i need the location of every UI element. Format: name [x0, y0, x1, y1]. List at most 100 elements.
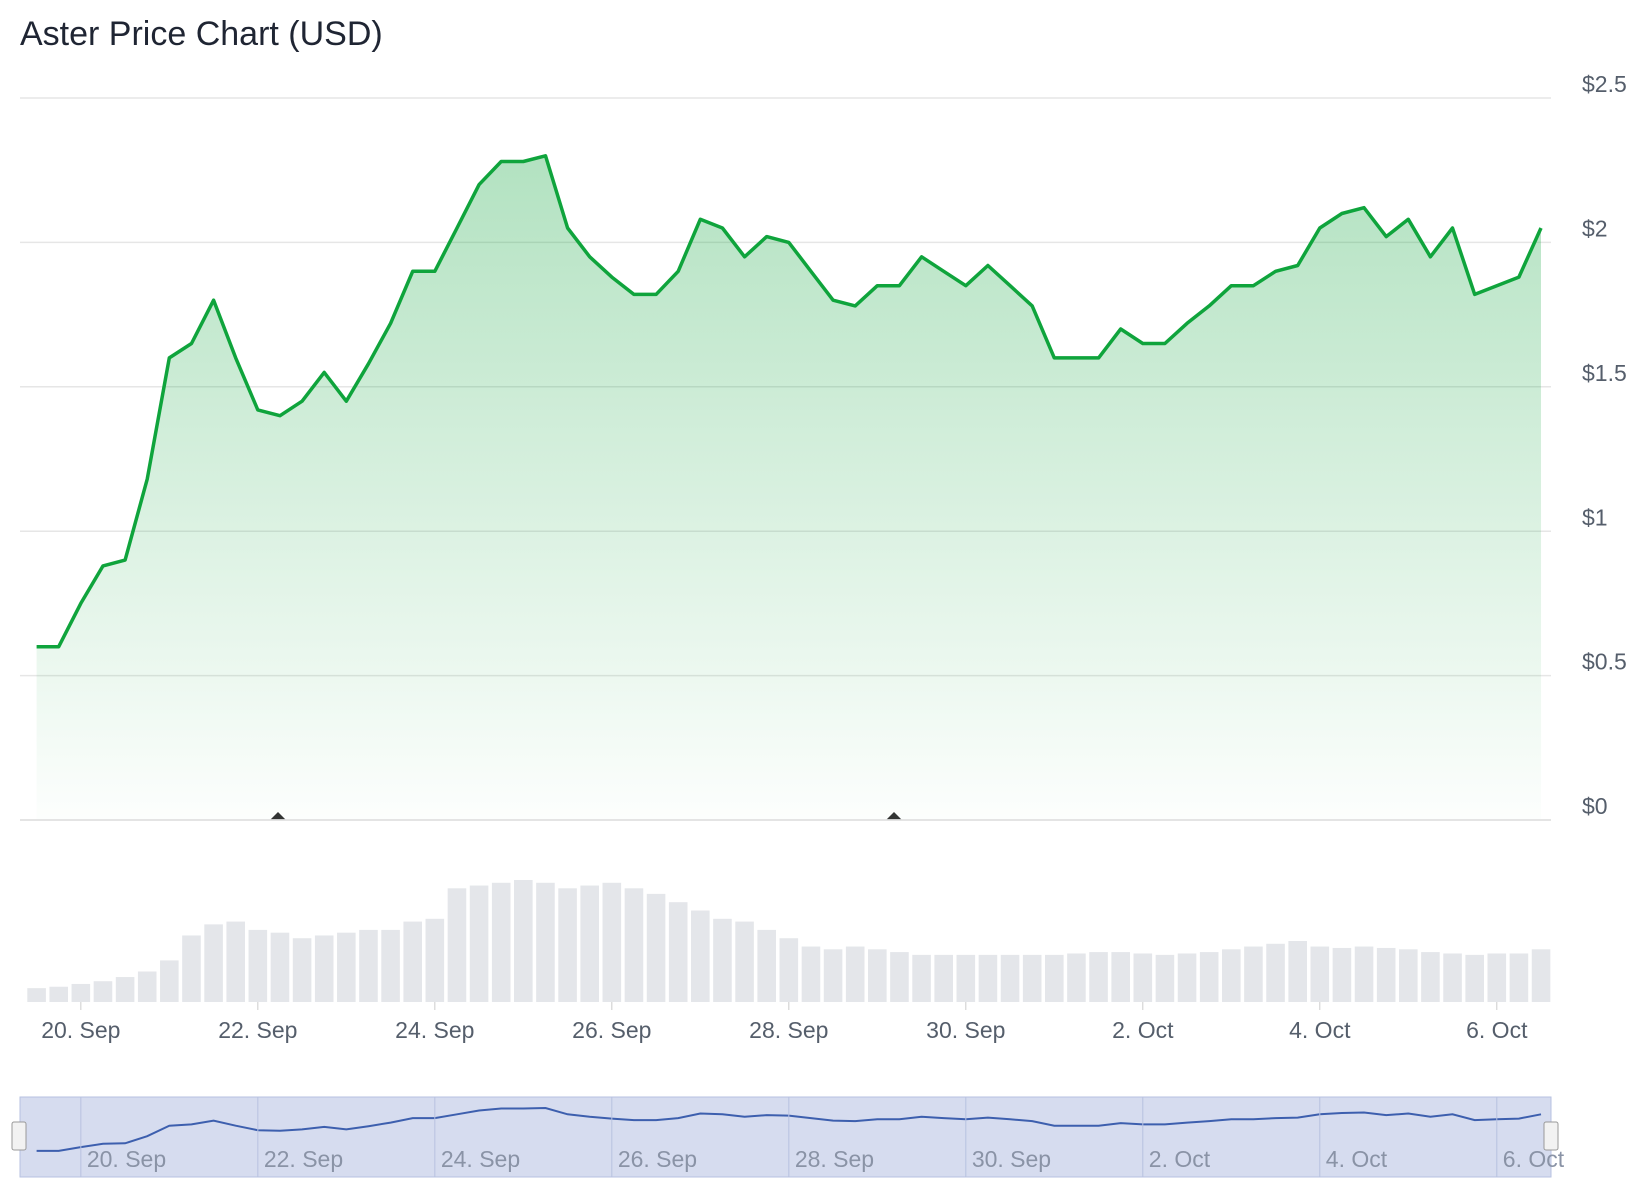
volume-bar	[226, 921, 246, 1002]
navigator-label: 20. Sep	[87, 1146, 166, 1172]
volume-bar	[1000, 954, 1020, 1002]
navigator-label: 2. Oct	[1149, 1146, 1211, 1172]
volume-bar	[49, 986, 69, 1002]
volume-bar	[602, 882, 622, 1002]
x-tick-label: 2. Oct	[1112, 1017, 1174, 1043]
volume-bar	[868, 949, 887, 1002]
volume-bar	[1465, 954, 1484, 1002]
volume-bar	[71, 983, 91, 1002]
volume-bar	[1421, 952, 1440, 1002]
volume-bar	[425, 918, 445, 1002]
volume-bar	[691, 910, 710, 1002]
x-tick-label: 4. Oct	[1289, 1017, 1351, 1043]
x-tick-label: 26. Sep	[572, 1017, 651, 1043]
volume-bar	[934, 954, 953, 1002]
volume-bar	[27, 988, 46, 1002]
volume-bar	[978, 954, 998, 1002]
navigator	[19, 1096, 1552, 1178]
volume-bar	[624, 888, 644, 1002]
volume-bar	[845, 946, 865, 1002]
y-tick-label: $1.5	[1582, 360, 1627, 386]
x-tick-label: 30. Sep	[926, 1017, 1005, 1043]
volume-bar	[270, 932, 290, 1002]
navigator-label: 22. Sep	[264, 1146, 343, 1172]
navigator-handle[interactable]	[1543, 1121, 1559, 1151]
volume-bar	[1199, 952, 1219, 1002]
volume-bar	[447, 888, 467, 1002]
volume-bar	[160, 960, 179, 1002]
volume-bar	[1266, 943, 1285, 1002]
navigator-label: 6. Oct	[1503, 1146, 1565, 1172]
volume-bar	[1399, 949, 1418, 1002]
volume-bar	[1177, 953, 1197, 1002]
price-line	[36, 154, 1543, 649]
area-fill	[36, 155, 1542, 821]
navigator-label: 24. Sep	[441, 1146, 520, 1172]
x-tick-label: 28. Sep	[749, 1017, 828, 1043]
y-tick-label: $0	[1582, 793, 1608, 819]
volume-bar	[469, 885, 489, 1002]
volume-bar	[1310, 946, 1330, 1002]
volume-bar	[381, 929, 400, 1002]
volume-bar	[1222, 949, 1241, 1002]
volume-bar	[115, 977, 135, 1002]
volume-bar	[646, 893, 666, 1002]
volume-bar	[204, 924, 223, 1002]
volume-bar	[292, 938, 312, 1002]
volume-bar	[514, 880, 533, 1002]
volume-bar	[536, 882, 555, 1002]
navigator-label: 4. Oct	[1326, 1146, 1388, 1172]
navigator-label: 30. Sep	[972, 1146, 1051, 1172]
x-tick-label: 24. Sep	[395, 1017, 474, 1043]
y-tick-label: $2.5	[1582, 71, 1627, 97]
x-tick-label: 22. Sep	[218, 1017, 297, 1043]
volume-bar	[1332, 947, 1352, 1002]
volume-bar	[1354, 946, 1374, 1002]
chart-title: Aster Price Chart (USD)	[20, 15, 383, 53]
volume-bar	[337, 932, 356, 1002]
volume-bar	[1022, 954, 1042, 1002]
volume-bar	[314, 935, 334, 1002]
volume-bar	[779, 938, 799, 1002]
volume-bar	[1111, 952, 1130, 1002]
volume-bar	[491, 882, 511, 1002]
volume-bar	[580, 885, 599, 1002]
volume-bar	[801, 946, 821, 1002]
volume-bar	[1376, 947, 1396, 1002]
y-tick-label: $1	[1582, 504, 1608, 530]
volume-bar	[558, 888, 577, 1002]
volume-bar	[735, 921, 754, 1002]
volume-bar	[1487, 953, 1507, 1002]
volume-bar	[1067, 953, 1086, 1002]
navigator-label: 28. Sep	[795, 1146, 874, 1172]
volume-bar	[1509, 953, 1529, 1002]
volume-bar	[890, 952, 909, 1002]
volume-bar	[93, 981, 113, 1002]
volume-bar	[1155, 954, 1175, 1002]
volume-bar	[248, 929, 268, 1002]
volume-bar	[823, 949, 843, 1002]
navigator-label: 26. Sep	[618, 1146, 697, 1172]
volume-bar	[182, 935, 201, 1002]
x-tick-label: 20. Sep	[41, 1017, 120, 1043]
y-tick-label: $2	[1582, 215, 1608, 241]
volume-bar	[1443, 953, 1462, 1002]
volume-bar	[668, 902, 688, 1002]
navigator-handle[interactable]	[11, 1121, 27, 1151]
volume-bar	[1045, 954, 1064, 1002]
volume-bar	[1089, 952, 1108, 1002]
volume-bar	[1244, 946, 1263, 1002]
volume-bar	[757, 929, 776, 1002]
volume-bar	[1288, 941, 1307, 1002]
volume-bar	[912, 954, 931, 1002]
volume-bar	[956, 954, 976, 1002]
x-tick-label: 6. Oct	[1466, 1017, 1528, 1043]
volume-bar	[713, 918, 732, 1002]
volume-bar	[403, 921, 422, 1002]
y-tick-label: $0.5	[1582, 649, 1627, 675]
volume-bar	[1531, 949, 1551, 1002]
volume-bar	[359, 929, 378, 1002]
volume-bar	[1133, 953, 1153, 1002]
